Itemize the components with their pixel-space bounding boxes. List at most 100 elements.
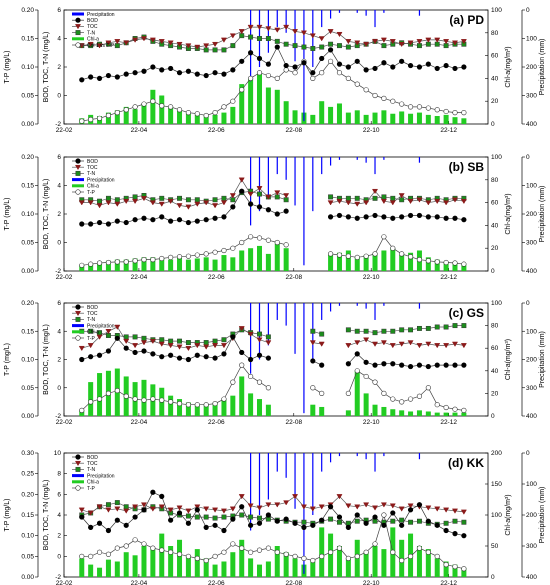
tp-point [141, 397, 147, 403]
chla-bar [292, 558, 298, 577]
tp-point [443, 259, 449, 266]
tn-point [123, 504, 129, 510]
toc-point [407, 40, 414, 46]
bod-point [221, 351, 227, 357]
bod-point [194, 507, 200, 513]
precip-bar [276, 157, 278, 175]
tp-point [292, 70, 298, 76]
tp-point [239, 87, 245, 93]
toc-point [398, 193, 405, 199]
left-tick-label: 0 [57, 553, 61, 560]
precip-bar [258, 157, 261, 212]
legend-entry: Chl-a [72, 184, 99, 190]
toc-point [247, 191, 254, 197]
toc-point [247, 24, 254, 30]
tp-point [461, 261, 467, 267]
toc-point [398, 506, 405, 512]
legend-entry: TOC [72, 460, 98, 467]
legend-swatch-marker [75, 485, 81, 491]
chla-bar [381, 406, 387, 416]
tp-tick-label: 0.05 [21, 385, 34, 392]
toc-point [78, 345, 85, 352]
precip-tick-label: 300 [526, 385, 537, 392]
tp-point [265, 237, 271, 243]
precip-bar [294, 453, 296, 509]
legend-label: TOC [87, 24, 98, 30]
precip-bar [329, 303, 332, 312]
tn-point [168, 338, 174, 344]
tp-point [88, 553, 94, 559]
chl-tick-label: 100 [491, 7, 502, 14]
bod-point [461, 533, 467, 539]
precip-bar [356, 10, 358, 13]
chla-bar [265, 253, 271, 271]
precip-bar [356, 453, 358, 457]
chla-bar [452, 412, 458, 416]
bod-point [168, 517, 174, 523]
bod-point [150, 489, 156, 495]
tn-point [372, 195, 378, 201]
tn-point [105, 502, 111, 508]
chl-tick-label: 60 [491, 53, 499, 60]
tp-point [239, 545, 245, 551]
chl-tick-label: 40 [491, 368, 499, 375]
toc-point [176, 203, 183, 209]
toc-point [203, 344, 210, 350]
tp-point [105, 259, 112, 266]
bod-point [390, 361, 396, 367]
toc-point [212, 343, 219, 349]
precip-bar [418, 453, 421, 460]
tp-point [168, 549, 174, 555]
chla-bar [345, 558, 351, 577]
tp-point [132, 396, 138, 402]
tp-point [150, 396, 156, 402]
tn-point [257, 515, 262, 521]
tp-point [327, 549, 334, 555]
tp-point [354, 368, 360, 374]
left-tick-label: 4 [57, 328, 61, 335]
legend-swatch-marker [75, 170, 81, 176]
tp-point [230, 541, 236, 547]
toc-point [229, 193, 236, 199]
tn-point [345, 44, 351, 50]
toc-line [81, 179, 464, 208]
left-tick-label: 2 [57, 357, 61, 364]
bod-point [176, 510, 183, 516]
tp-tick-label: 0.10 [21, 533, 34, 540]
bod-point [159, 67, 165, 73]
precip-bar [374, 303, 376, 320]
toc-point [105, 200, 112, 206]
tn-point [434, 324, 440, 330]
toc-point [256, 186, 263, 192]
bod-point [265, 355, 271, 361]
precip-tick-label: 100 [526, 183, 537, 190]
tn-point [301, 44, 307, 50]
precip-tick-label: 100 [526, 36, 537, 43]
precip-tick-label: 0 [526, 154, 530, 161]
bod-point [336, 61, 343, 67]
chla-bar [381, 110, 387, 124]
bod-point [96, 75, 103, 81]
tp-line [81, 236, 464, 266]
bod-point [256, 204, 263, 210]
tp-point [123, 107, 129, 113]
chla-bar [248, 248, 254, 271]
tp-point [434, 259, 440, 265]
tp-point [461, 566, 467, 572]
legend-entry: T-N [72, 466, 95, 473]
chla-bar [168, 395, 174, 416]
bod-point [123, 219, 129, 226]
chla-bar [159, 95, 165, 124]
precip-tick-label: 400 [526, 268, 537, 275]
chla-bar [203, 116, 209, 124]
bod-point [372, 514, 378, 520]
toc-point [229, 506, 236, 512]
bod-point [434, 522, 440, 528]
chla-bar [425, 257, 431, 271]
bod-point [141, 68, 147, 74]
chla-bar [443, 114, 449, 124]
tn-point [390, 328, 396, 334]
chla-bar [105, 260, 111, 271]
chla-bar [132, 109, 138, 124]
tp-point [461, 407, 467, 413]
